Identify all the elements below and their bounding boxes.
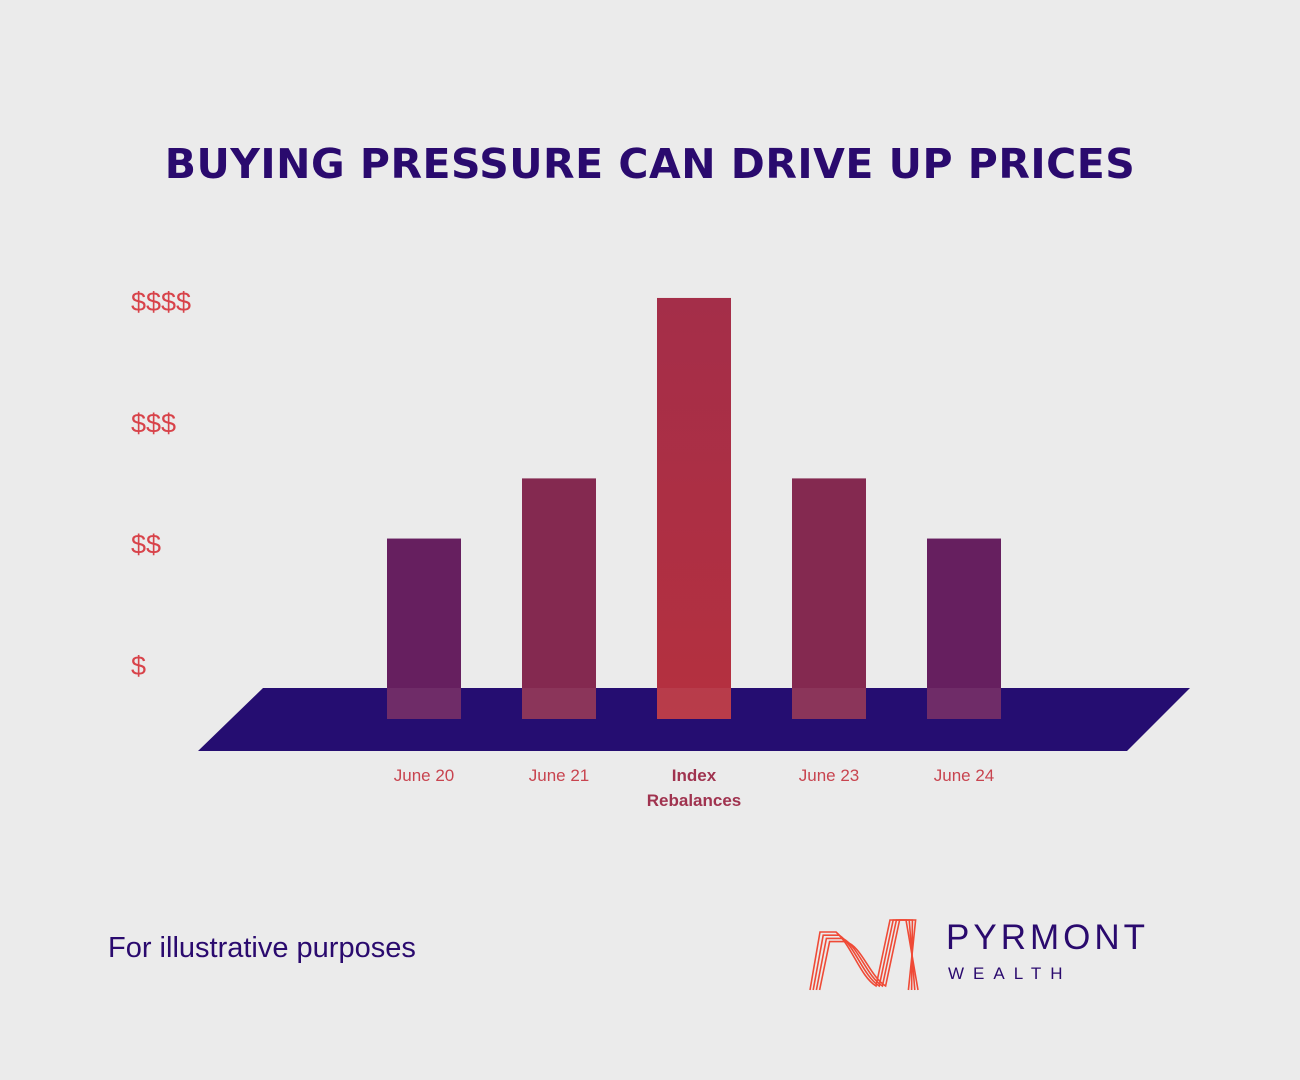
x-tick-label: June 21 — [529, 766, 590, 785]
logo-stroke — [812, 919, 916, 991]
x-tick-label: June 20 — [394, 766, 455, 785]
x-tick-label: June 24 — [934, 766, 995, 785]
y-tick-label: $$$ — [131, 408, 176, 438]
x-tick-label: June 23 — [799, 766, 860, 785]
bar-index-rebalances — [657, 297, 731, 719]
bar-floor-overlap — [657, 688, 731, 719]
y-tick-label: $ — [131, 651, 146, 681]
bar-june-20 — [387, 538, 461, 719]
logo-stroke — [809, 919, 919, 991]
bar-june-21 — [522, 478, 596, 719]
y-tick-label: $$ — [131, 530, 161, 560]
bar-floor-overlap — [387, 688, 461, 719]
logo-stroke — [815, 919, 914, 991]
bar-floor-overlap — [792, 688, 866, 719]
footnote: For illustrative purposes — [108, 932, 416, 964]
bar-floor-overlap — [522, 688, 596, 719]
chart-title: BUYING PRESSURE CAN DRIVE UP PRICES — [164, 140, 1136, 188]
logo-stroke — [818, 919, 917, 991]
brand-subtitle: WEALTH — [948, 964, 1072, 983]
pyrmont-logo-icon — [809, 919, 919, 991]
brand-logo: PYRMONT WEALTH — [806, 912, 1166, 996]
bar-june-23 — [792, 478, 866, 719]
x-tick-label: Index Rebalances — [647, 766, 742, 810]
bar-june-24 — [927, 538, 1001, 719]
bar-floor-overlap — [927, 688, 1001, 719]
y-tick-label: $$$$ — [131, 287, 191, 317]
brand-name: PYRMONT — [946, 918, 1149, 957]
